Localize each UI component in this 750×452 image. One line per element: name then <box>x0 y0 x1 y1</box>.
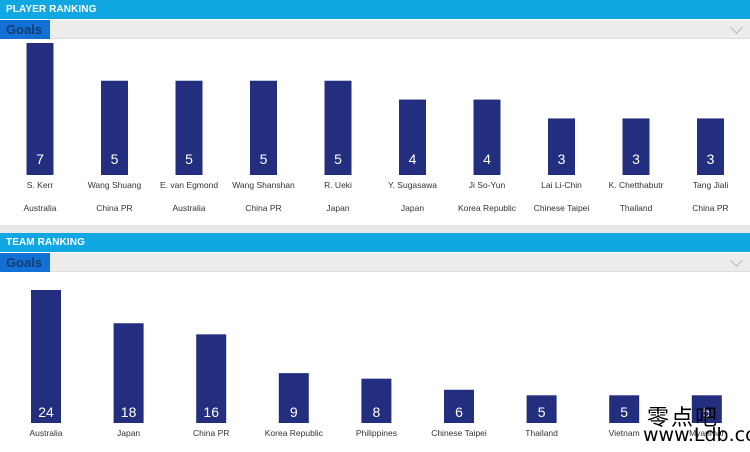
category-label: Myanmar <box>689 428 725 438</box>
chevron-down-icon[interactable] <box>730 21 743 34</box>
category-label: Lai Li-Chin <box>541 180 582 190</box>
country-label: Thailand <box>620 203 653 213</box>
country-label: Japan <box>326 203 349 213</box>
section-separator <box>0 225 750 233</box>
bar-value-label: 24 <box>38 404 54 420</box>
bar-value-label: 5 <box>185 151 193 167</box>
category-label: Y. Sugasawa <box>388 180 437 190</box>
category-label: R. Ueki <box>324 180 352 190</box>
category-label: Ji So-Yun <box>469 180 506 190</box>
bar-3[interactable] <box>278 373 309 423</box>
player-stat-select[interactable]: Goals <box>0 20 50 39</box>
team-ranking-header: TEAM RANKING <box>0 233 750 252</box>
category-label: Australia <box>29 428 62 438</box>
player-ranking-chart: 7 S. Kerr Australia 5 Wang Shuang China PR 5 E.… <box>23 43 729 213</box>
watermark-top: 零点吧 <box>647 406 720 431</box>
bar-value-label: 5 <box>334 151 342 167</box>
country-label: China PR <box>96 203 132 213</box>
bar-4[interactable] <box>324 80 352 175</box>
bar-value-label: 4 <box>483 151 491 167</box>
category-label: Wang Shuang <box>88 180 142 190</box>
bar-4[interactable] <box>361 378 392 423</box>
category-label: S. Kerr <box>27 180 54 190</box>
bar-value-label: 9 <box>290 404 298 420</box>
bar-value-label: 3 <box>558 151 566 167</box>
country-label: China PR <box>245 203 281 213</box>
bar-value-label: 3 <box>632 151 640 167</box>
country-label: Australia <box>172 203 205 213</box>
bar-value-label: 16 <box>203 404 219 420</box>
bar-value-label: 5 <box>703 404 711 420</box>
bar-6[interactable] <box>473 99 501 175</box>
player-ranking-header: PLAYER RANKING <box>0 0 750 19</box>
category-label: E. van Egmond <box>160 180 218 190</box>
bar-2[interactable] <box>175 80 203 175</box>
bar-8[interactable] <box>691 395 722 423</box>
bar-1[interactable] <box>101 80 128 175</box>
watermark-bottom: www.Ldb.cc <box>643 424 750 446</box>
country-label: Japan <box>401 203 424 213</box>
bar-value-label: 6 <box>455 404 463 420</box>
bar-5[interactable] <box>399 99 426 175</box>
bar-value-label: 18 <box>121 404 137 420</box>
category-label: China PR <box>193 428 229 438</box>
bar-value-label: 3 <box>707 151 715 167</box>
category-label: Chinese Taipei <box>431 428 487 438</box>
category-label: Japan <box>117 428 140 438</box>
bar-value-label: 5 <box>260 151 268 167</box>
bar-0[interactable] <box>26 43 54 175</box>
team-ranking-chart: 24 Australia 18 Japan 16 China PR 9 Korea Repub… <box>29 290 725 438</box>
category-label: Wang Shanshan <box>232 180 295 190</box>
category-label: Tang Jiali <box>693 180 729 190</box>
country-label: Korea Republic <box>458 203 517 213</box>
bar-3[interactable] <box>250 80 277 175</box>
bar-value-label: 5 <box>111 151 119 167</box>
bar-0[interactable] <box>31 290 61 423</box>
bar-value-label: 5 <box>620 404 628 420</box>
team-stat-select[interactable]: Goals <box>0 253 50 272</box>
bar-6[interactable] <box>526 395 557 423</box>
bar-9[interactable] <box>697 118 724 175</box>
bar-2[interactable] <box>196 334 227 423</box>
country-label: Chinese Taipei <box>534 203 590 213</box>
country-label: China PR <box>692 203 728 213</box>
bar-7[interactable] <box>609 395 640 423</box>
bar-1[interactable] <box>113 323 144 423</box>
bar-value-label: 4 <box>409 151 417 167</box>
category-label: Philippines <box>356 428 397 438</box>
bar-7[interactable] <box>548 118 575 175</box>
team-filter-bar[interactable]: Goals <box>0 253 750 272</box>
category-label: K. Chetthabutr <box>609 180 664 190</box>
category-label: Korea Republic <box>265 428 324 438</box>
watermark-logo: 零点吧 www.Ldb.cc <box>643 400 750 448</box>
country-label: Australia <box>23 203 56 213</box>
bar-value-label: 7 <box>36 151 44 167</box>
bar-5[interactable] <box>444 389 474 423</box>
chevron-down-icon[interactable] <box>730 254 743 267</box>
bar-value-label: 8 <box>373 404 381 420</box>
category-label: Vietnam <box>609 428 640 438</box>
player-filter-bar[interactable]: Goals <box>0 20 750 39</box>
bar-value-label: 5 <box>538 404 546 420</box>
bar-8[interactable] <box>622 118 650 175</box>
category-label: Thailand <box>525 428 558 438</box>
